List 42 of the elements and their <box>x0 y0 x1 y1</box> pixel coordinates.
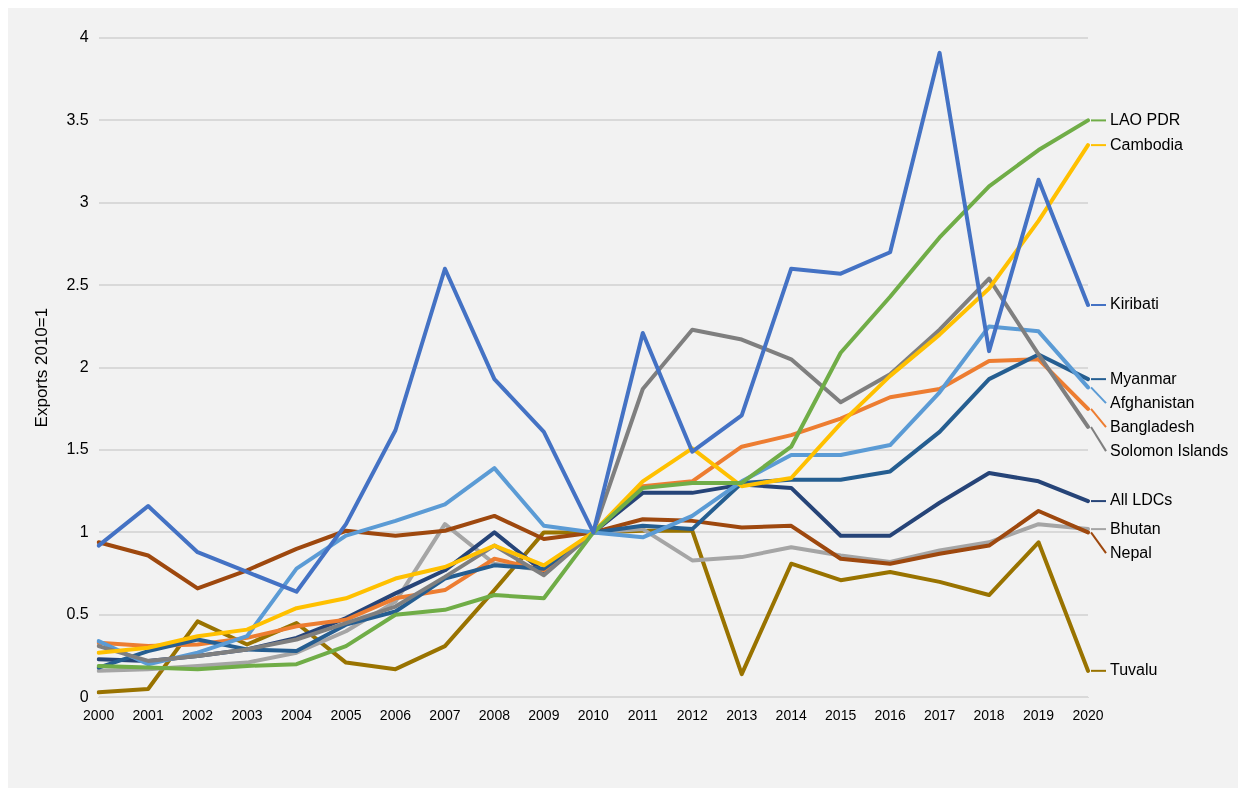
y-axis-title: Exports 2010=1 <box>31 307 51 428</box>
x-tick-label: 2017 <box>924 707 956 724</box>
y-tick-label: 1 <box>79 522 89 540</box>
x-tick-label: 2014 <box>775 707 807 724</box>
legend-label: LAO PDR <box>1110 110 1181 128</box>
legend-label: Solomon Islands <box>1110 441 1229 459</box>
legend-label: Bhutan <box>1110 519 1161 537</box>
x-tick-label: 2020 <box>1072 707 1104 724</box>
y-tick-label: 2.5 <box>66 275 89 293</box>
x-tick-label: 2002 <box>182 707 214 724</box>
legend-label: Afghanistan <box>1110 393 1195 411</box>
x-tick-label: 2003 <box>231 707 263 724</box>
x-tick-label: 2016 <box>874 707 906 724</box>
legend-label: Nepal <box>1110 543 1152 561</box>
legend-label: Bangladesh <box>1110 417 1195 435</box>
x-tick-label: 2001 <box>132 707 164 724</box>
x-tick-label: 2000 <box>83 707 115 724</box>
x-tick-label: 2007 <box>429 707 461 724</box>
y-tick-label: 4 <box>79 28 89 46</box>
x-tick-label: 2009 <box>528 707 560 724</box>
legend-label: Myanmar <box>1110 369 1178 387</box>
x-tick-label: 2010 <box>577 707 610 724</box>
x-tick-label: 2019 <box>1022 707 1055 724</box>
x-tick-label: 2011 <box>627 707 659 724</box>
x-tick-label: 2018 <box>973 707 1005 724</box>
y-tick-label: 1.5 <box>66 440 89 458</box>
y-tick-label: 0 <box>79 687 89 705</box>
x-tick-label: 2012 <box>676 707 709 724</box>
x-tick-label: 2008 <box>478 707 511 724</box>
legend-label: Kiribati <box>1110 295 1159 313</box>
x-tick-label: 2006 <box>379 707 412 724</box>
x-tick-label: 2015 <box>825 707 857 724</box>
y-tick-label: 2 <box>79 358 89 376</box>
y-tick-label: 3 <box>79 193 89 211</box>
legend-label: All LDCs <box>1110 491 1173 509</box>
x-tick-label: 2005 <box>330 707 362 724</box>
legend-label: Cambodia <box>1110 135 1184 153</box>
x-tick-label: 2013 <box>726 707 758 724</box>
x-tick-label: 2004 <box>280 707 313 724</box>
y-tick-label: 3.5 <box>66 110 89 128</box>
y-tick-label: 0.5 <box>66 605 89 623</box>
legend-label: Tuvalu <box>1110 661 1158 679</box>
